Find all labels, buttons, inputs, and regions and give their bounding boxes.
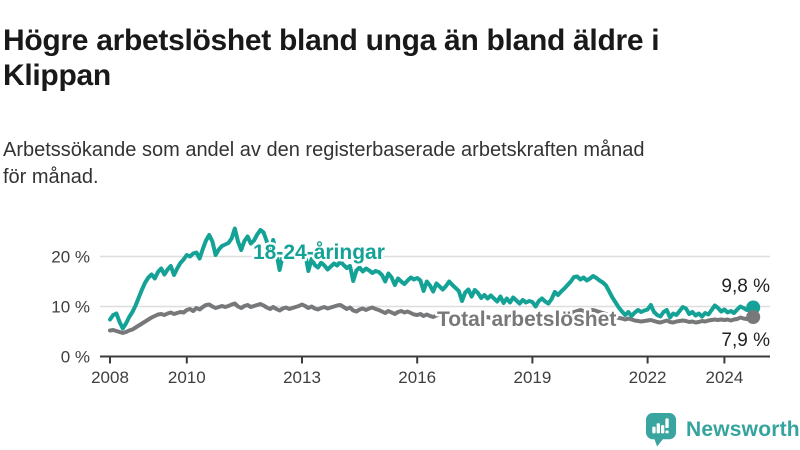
series-label: 18-24-åringar bbox=[253, 241, 385, 264]
page-title-line-1: Högre arbetslöshet bland unga än bland ä… bbox=[3, 24, 660, 58]
unemployment-line-chart: 0 % 10 % 20 % 2008 2010 2013 2016 2019 2022 2024 1… bbox=[0, 212, 800, 402]
series-end-dot bbox=[746, 310, 761, 324]
x-axis-tick-label: 2008 bbox=[91, 368, 129, 387]
chart-subtitle-line-2: för månad. bbox=[3, 166, 99, 189]
x-axis-tick-label: 2024 bbox=[705, 368, 743, 387]
series-label: Total arbetslöshet bbox=[437, 308, 616, 331]
x-axis-tick-label: 2019 bbox=[513, 368, 551, 387]
series-line-18-24-ringar bbox=[108, 226, 756, 331]
series-end-value-label: 9,8 % bbox=[721, 276, 770, 297]
chart-svg: 0 % 10 % 20 % 2008 2010 2013 2016 2019 2022 2024 1… bbox=[51, 226, 770, 387]
page-title: Högre arbetslöshet bland unga än bland ä… bbox=[3, 24, 795, 94]
newsworthy-bar-chart-speech-bubble-icon bbox=[645, 413, 677, 447]
x-axis-tick-label: 2013 bbox=[283, 368, 321, 387]
x-axis-tick-label: 2022 bbox=[629, 368, 667, 387]
series-line-total-arbetsl-shet bbox=[108, 301, 756, 335]
x-axis-tick-label: 2010 bbox=[168, 368, 206, 387]
chart-subtitle-line-1: Arbetssökande som andel av den registerb… bbox=[3, 139, 645, 161]
newsworthy-brand-name: Newsworthy bbox=[686, 418, 800, 441]
x-axis-tick-label: 2016 bbox=[398, 368, 436, 387]
y-axis-tick-label: 0 % bbox=[61, 348, 90, 367]
chart-subtitle: Arbetssökande som andel av den registerb… bbox=[3, 137, 783, 191]
y-axis-tick-label: 10 % bbox=[51, 298, 90, 317]
series-end-value-label: 7,9 % bbox=[721, 330, 770, 351]
newsworthy-logo: Newsworthy bbox=[645, 412, 800, 448]
y-axis-tick-label: 20 % bbox=[51, 248, 90, 267]
page-title-line-2: Klippan bbox=[3, 58, 111, 92]
